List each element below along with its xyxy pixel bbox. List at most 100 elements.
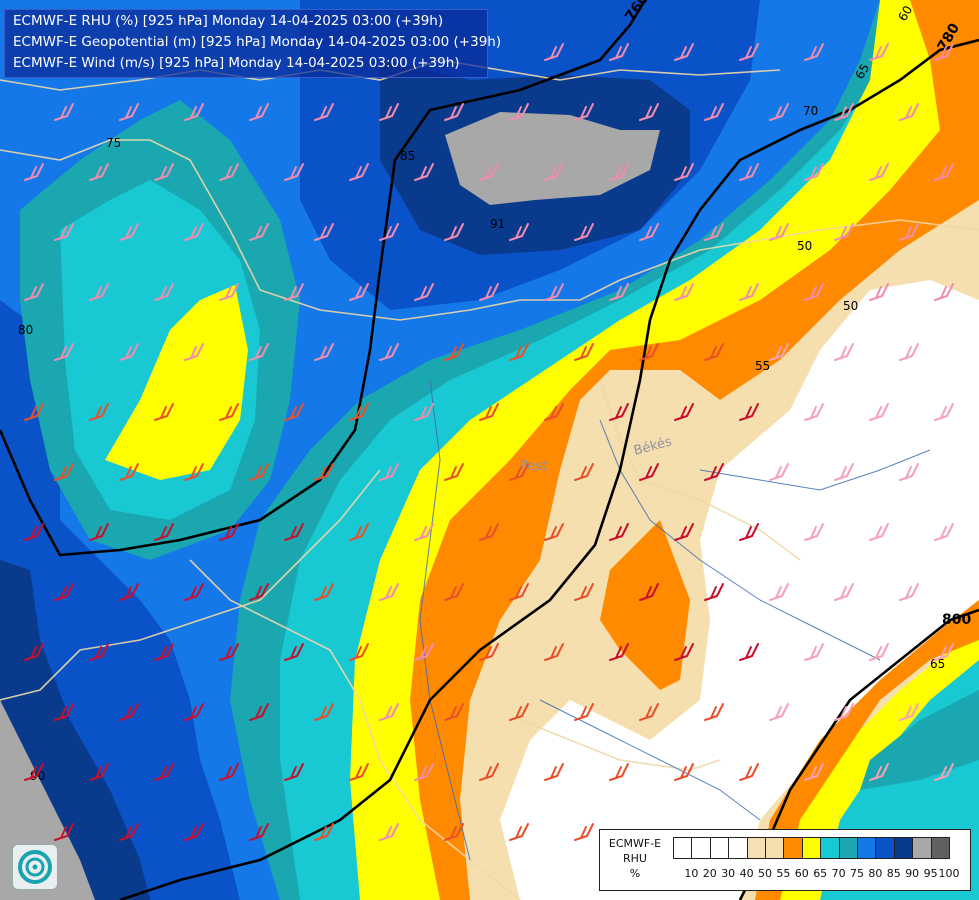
rhu-label-60: 60: [895, 3, 915, 23]
wind-barb-icon: [414, 403, 434, 421]
legend-tick-label: 60: [794, 867, 809, 880]
wind-barb-icon: [739, 283, 759, 301]
wind-barb-icon: [899, 463, 919, 481]
legend-swatch: [930, 837, 950, 859]
wind-barb-icon: [24, 403, 44, 421]
wind-barb-icon: [704, 343, 724, 361]
rhu-75-region-southeast: [860, 690, 979, 790]
wind-barb-icon: [349, 523, 369, 541]
wind-barb-icon: [934, 43, 954, 61]
wind-barb-icon: [544, 643, 564, 661]
wind-barb-icon: [479, 283, 499, 301]
legend-swatch: [820, 837, 840, 859]
wind-barb-icon: [769, 343, 789, 361]
wind-barb-icon: [804, 43, 824, 61]
legend-title-line1: ECMWF-E: [608, 837, 662, 850]
wind-barb-icon: [314, 223, 334, 241]
wind-barb-icon: [479, 523, 499, 541]
wind-barb-icon: [639, 463, 659, 481]
legend-tick-label: 10: [684, 867, 699, 880]
rhu-label-65: 65: [852, 61, 872, 81]
wind-barb-icon: [119, 103, 139, 121]
wind-barb-icon: [284, 403, 304, 421]
wind-barb-icon: [804, 283, 824, 301]
legend-swatch: [728, 837, 748, 859]
wind-barb-icon: [184, 223, 204, 241]
wind-barb-icon: [444, 703, 464, 721]
wind-barb-icon: [899, 223, 919, 241]
wind-barb-icon: [89, 763, 109, 781]
wind-barb-icon: [119, 823, 139, 841]
wind-barb-icon: [704, 703, 724, 721]
wind-barb-icon: [184, 703, 204, 721]
wind-barb-icon: [609, 43, 629, 61]
wind-barb-icon: [219, 163, 239, 181]
wind-barb-icon: [544, 763, 564, 781]
legend-swatch: [801, 837, 822, 859]
wind-barb-icon: [444, 463, 464, 481]
wind-barb-icon: [414, 283, 434, 301]
legend-swatch: [673, 837, 693, 859]
wind-barb-icon: [219, 523, 239, 541]
wind-barb-icon: [869, 163, 889, 181]
wind-barb-icon: [249, 223, 269, 241]
wind-barb-icon: [284, 643, 304, 661]
wind-barb-icon: [639, 703, 659, 721]
wind-barb-icon: [739, 163, 759, 181]
wind-barb-icon: [219, 763, 239, 781]
wind-barb-icon: [379, 223, 399, 241]
wind-barb-icon: [414, 763, 434, 781]
wind-barb-icon: [674, 163, 694, 181]
wind-barb-icon: [899, 103, 919, 121]
wind-barb-icon: [249, 583, 269, 601]
wind-barb-icon: [89, 283, 109, 301]
wind-barb-icon: [704, 223, 724, 241]
wind-barb-icon: [804, 403, 824, 421]
rhu-label-55: 55: [755, 359, 770, 373]
rhu-label-70: 70: [803, 104, 818, 118]
wind-barb-icon: [154, 163, 174, 181]
wind-barb-icon: [249, 703, 269, 721]
wind-barb-icon: [24, 283, 44, 301]
wind-barb-icon: [704, 463, 724, 481]
wind-barb-icon: [314, 823, 334, 841]
wind-barb-icon: [54, 703, 74, 721]
rhu-65-region-west: [105, 285, 248, 480]
wind-barb-icon: [544, 283, 564, 301]
wind-barb-icon: [544, 403, 564, 421]
wind-barb-icon: [609, 163, 629, 181]
wind-barb-icon: [444, 103, 464, 121]
wind-barb-icon: [544, 523, 564, 541]
wind-barb-icon: [739, 643, 759, 661]
wind-barb-icon: [769, 583, 789, 601]
legend-tick-label: 95: [923, 867, 938, 880]
wind-barb-icon: [704, 583, 724, 601]
wind-barb-icon: [184, 343, 204, 361]
rhu-50-region-east: [500, 280, 979, 900]
wind-barb-icon: [414, 643, 434, 661]
rhu-label-50: 50: [843, 299, 858, 313]
wind-barb-icon: [739, 43, 759, 61]
wind-barb-icon: [219, 643, 239, 661]
wind-barb-icon: [444, 583, 464, 601]
wind-barb-icon: [119, 463, 139, 481]
wind-barb-icon: [249, 823, 269, 841]
wind-barb-icon: [674, 763, 694, 781]
wind-barb-icon: [219, 403, 239, 421]
title-rhu: ECMWF-E RHU (%) [925 hPa] Monday 14-04-2…: [13, 13, 444, 29]
wind-barb-icon: [834, 343, 854, 361]
wind-barb-icon: [184, 103, 204, 121]
wind-barb-icon: [154, 643, 174, 661]
legend-tick-label: 100: [938, 867, 960, 880]
wind-barb-icon: [119, 223, 139, 241]
wind-barb-icon: [89, 523, 109, 541]
wind-barb-icon: [804, 643, 824, 661]
wind-barbs: [24, 43, 954, 841]
wind-barb-icon: [349, 283, 369, 301]
wind-barb-icon: [284, 163, 304, 181]
legend-tick-label: 90: [905, 867, 920, 880]
wind-barb-icon: [739, 403, 759, 421]
wind-barb-icon: [284, 283, 304, 301]
wind-barb-icon: [869, 403, 889, 421]
wind-barb-icon: [314, 103, 334, 121]
